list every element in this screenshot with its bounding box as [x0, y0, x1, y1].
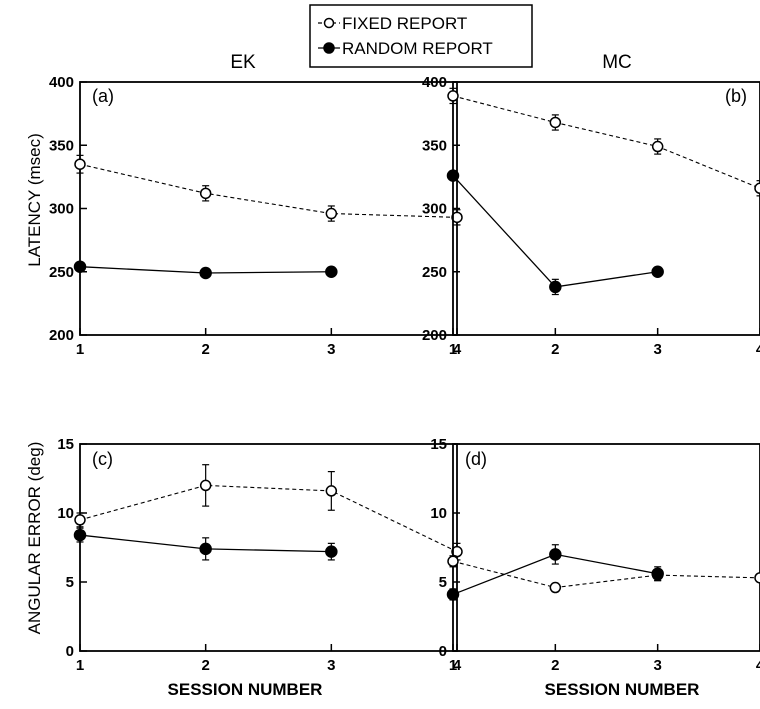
y-axis-label: ANGULAR ERROR (deg)	[25, 442, 44, 635]
y-tick-label: 350	[422, 137, 447, 154]
x-tick-label: 3	[653, 657, 661, 674]
panel-label: (c)	[92, 449, 113, 469]
plot-frame	[452, 443, 760, 652]
fixed-report-point	[199, 187, 212, 200]
plot-frame	[79, 81, 458, 336]
fixed-report-point	[447, 555, 459, 568]
x-tick-label: 2	[201, 341, 209, 358]
x-tick-label: 1	[76, 341, 84, 358]
fixed-report-point	[651, 140, 664, 153]
fixed-report-point	[74, 158, 86, 170]
random-report-point	[549, 548, 562, 561]
random-report-point	[651, 265, 664, 278]
y-tick-label: 5	[66, 574, 74, 591]
fixed-report-point	[549, 581, 562, 594]
panel-d-error-mc: (d) SESSION NUMBER 0 5 10 15 1 2 3 4	[430, 436, 760, 699]
random-report-point	[199, 266, 212, 280]
random-report-point	[325, 265, 338, 278]
random-report-point	[446, 169, 460, 182]
y-tick-label: 300	[422, 201, 447, 218]
subject-title: MC	[602, 52, 632, 73]
random-report-point	[199, 542, 212, 556]
legend: FIXED REPORT RANDOM REPORT	[309, 4, 533, 68]
x-axis-label: SESSION NUMBER	[545, 680, 700, 699]
panel-c-error-ek: (c) ANGULAR ERROR (deg) SESSION NUMBER 0…	[25, 436, 463, 699]
fixed-report-line	[452, 560, 760, 589]
fixed-report-point	[325, 207, 338, 220]
x-tick-label: 3	[327, 657, 335, 674]
fixed-report-point	[325, 485, 338, 497]
x-tick-label: 3	[327, 341, 335, 358]
subject-title: EK	[230, 52, 256, 73]
random-report-point	[446, 588, 460, 601]
fixed-report-line	[79, 484, 458, 553]
x-tick-label: 3	[653, 341, 661, 358]
x-tick-label: 2	[551, 341, 559, 358]
x-tick-label: 1	[449, 341, 457, 358]
y-tick-label: 0	[66, 643, 74, 660]
panel-a-latency-ek: EK (a) LATENCY (msec) 200 250 300 350 400 1 2 3…	[25, 52, 463, 358]
y-tick-label: 200	[422, 327, 447, 344]
fixed-report-point	[754, 182, 760, 195]
legend-fixed-label: FIXED REPORT	[342, 14, 467, 33]
legend-fixed-marker	[323, 17, 335, 29]
fixed-report-line	[452, 95, 760, 189]
x-tick-label: 4	[453, 341, 462, 358]
y-axis-label: LATENCY (msec)	[25, 133, 44, 267]
x-axis-label: SESSION NUMBER	[168, 680, 323, 699]
fixed-report-point	[754, 572, 760, 584]
y-tick-label: 250	[422, 264, 447, 281]
x-tick-label: 1	[449, 657, 457, 674]
random-report-point	[73, 528, 87, 542]
y-tick-label: 0	[439, 643, 447, 660]
fixed-report-point	[549, 116, 562, 129]
y-tick-label: 350	[49, 137, 74, 154]
fixed-report-point	[74, 514, 86, 526]
y-tick-label: 5	[439, 574, 447, 591]
random-report-point	[73, 260, 87, 273]
x-tick-label: 2	[201, 657, 209, 674]
random-report-point	[549, 280, 562, 294]
random-report-point	[325, 545, 338, 558]
y-tick-label: 15	[430, 436, 447, 453]
legend-random-label: RANDOM REPORT	[342, 39, 493, 58]
x-tick-label: 4	[453, 657, 462, 674]
y-tick-label: 400	[422, 74, 447, 91]
plot-frame	[452, 81, 760, 336]
panel-b-latency-mc: MC (b) 200 250 300 350 400 1 2 3 4	[422, 52, 760, 358]
y-tick-label: 15	[57, 436, 74, 453]
plot-frame	[79, 443, 458, 652]
fixed-report-point	[451, 211, 463, 224]
y-tick-label: 250	[49, 264, 74, 281]
y-tick-label: 400	[49, 74, 74, 91]
y-tick-label: 300	[49, 201, 74, 218]
fixed-report-point	[199, 479, 212, 492]
y-tick-label: 10	[430, 505, 447, 522]
y-tick-label: 10	[57, 505, 74, 522]
random-report-line	[452, 175, 658, 288]
fixed-report-point	[451, 545, 463, 558]
panel-label: (a)	[92, 86, 114, 106]
random-report-point	[651, 567, 664, 580]
fixed-report-point	[447, 90, 459, 102]
legend-box	[309, 4, 533, 68]
legend-random-marker	[323, 42, 335, 54]
x-tick-label: 4	[756, 341, 760, 358]
panel-label: (b)	[725, 86, 747, 106]
y-tick-label: 200	[49, 327, 74, 344]
x-tick-label: 1	[76, 657, 84, 674]
x-tick-label: 4	[756, 657, 760, 674]
fixed-report-line	[79, 163, 458, 218]
x-tick-label: 2	[551, 657, 559, 674]
panel-label: (d)	[465, 449, 487, 469]
